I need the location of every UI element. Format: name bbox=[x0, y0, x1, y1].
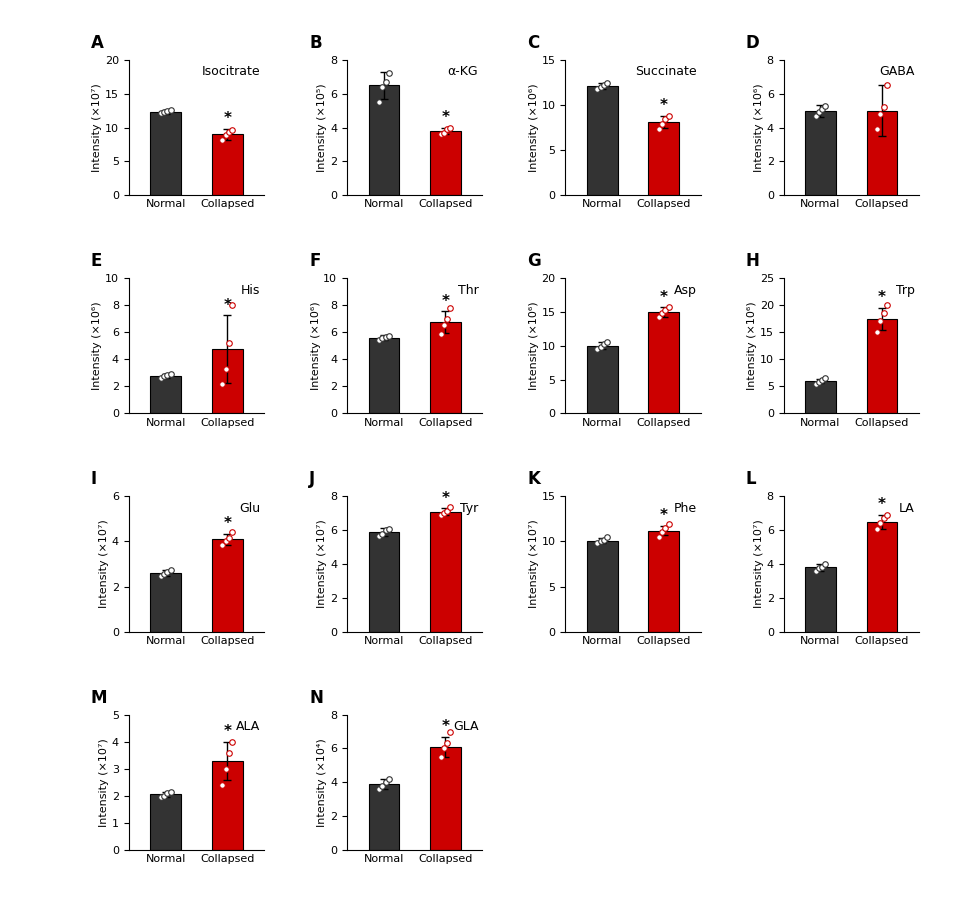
Text: D: D bbox=[745, 34, 759, 51]
Text: K: K bbox=[527, 471, 540, 488]
Y-axis label: Intensity (×10⁷): Intensity (×10⁷) bbox=[99, 738, 109, 827]
Text: His: His bbox=[240, 284, 260, 297]
Text: *: * bbox=[441, 719, 449, 734]
Text: Asp: Asp bbox=[672, 284, 696, 297]
Text: H: H bbox=[745, 252, 759, 270]
Text: *: * bbox=[223, 298, 231, 312]
Bar bbox=[586, 346, 617, 414]
Text: Glu: Glu bbox=[238, 502, 260, 515]
Y-axis label: Intensity (×10⁷): Intensity (×10⁷) bbox=[99, 519, 109, 608]
Text: G: G bbox=[527, 252, 541, 270]
Text: GLA: GLA bbox=[453, 720, 478, 733]
Text: *: * bbox=[659, 289, 667, 304]
Bar bbox=[865, 319, 896, 414]
Y-axis label: Intensity (×10⁶): Intensity (×10⁶) bbox=[746, 301, 756, 390]
Bar bbox=[150, 112, 181, 195]
Y-axis label: Intensity (×10⁶): Intensity (×10⁶) bbox=[753, 84, 764, 172]
Text: *: * bbox=[223, 724, 231, 739]
Bar bbox=[804, 381, 835, 414]
Y-axis label: Intensity (×10⁷): Intensity (×10⁷) bbox=[92, 83, 102, 172]
Y-axis label: Intensity (×10⁷): Intensity (×10⁷) bbox=[528, 519, 538, 608]
Bar bbox=[429, 130, 460, 195]
Bar bbox=[804, 110, 835, 195]
Text: Succinate: Succinate bbox=[635, 65, 696, 78]
Bar bbox=[211, 349, 242, 414]
Text: I: I bbox=[91, 471, 97, 488]
Text: Tyr: Tyr bbox=[459, 502, 478, 515]
Bar bbox=[647, 122, 678, 195]
Bar bbox=[429, 512, 460, 631]
Bar bbox=[150, 573, 181, 631]
Text: *: * bbox=[441, 293, 449, 309]
Bar bbox=[211, 539, 242, 631]
Y-axis label: Intensity (×10⁶): Intensity (×10⁶) bbox=[528, 84, 538, 172]
Text: *: * bbox=[441, 491, 449, 505]
Text: Thr: Thr bbox=[457, 284, 478, 297]
Bar bbox=[368, 532, 399, 631]
Text: B: B bbox=[309, 34, 322, 51]
Text: ALA: ALA bbox=[235, 720, 260, 733]
Text: *: * bbox=[877, 290, 885, 305]
Bar bbox=[150, 795, 181, 850]
Bar bbox=[211, 134, 242, 195]
Text: α-KG: α-KG bbox=[447, 65, 478, 78]
Text: N: N bbox=[309, 688, 323, 707]
Text: Isocitrate: Isocitrate bbox=[202, 65, 260, 78]
Text: A: A bbox=[91, 34, 104, 51]
Y-axis label: Intensity (×10⁷): Intensity (×10⁷) bbox=[317, 519, 328, 608]
Bar bbox=[368, 784, 399, 850]
Text: *: * bbox=[659, 508, 667, 524]
Bar bbox=[429, 747, 460, 850]
Y-axis label: Intensity (×10⁷): Intensity (×10⁷) bbox=[753, 519, 764, 608]
Bar bbox=[647, 312, 678, 414]
Bar bbox=[368, 85, 399, 195]
Text: *: * bbox=[223, 111, 231, 126]
Text: C: C bbox=[527, 34, 539, 51]
Text: LA: LA bbox=[898, 502, 914, 515]
Y-axis label: Intensity (×10⁶): Intensity (×10⁶) bbox=[92, 301, 102, 390]
Text: J: J bbox=[309, 471, 315, 488]
Text: Trp: Trp bbox=[895, 284, 914, 297]
Bar bbox=[586, 540, 617, 631]
Bar bbox=[865, 522, 896, 631]
Text: GABA: GABA bbox=[879, 65, 914, 78]
Y-axis label: Intensity (×10⁵): Intensity (×10⁵) bbox=[317, 84, 328, 172]
Bar bbox=[211, 761, 242, 850]
Bar bbox=[586, 86, 617, 195]
Text: Phe: Phe bbox=[672, 502, 696, 515]
Text: E: E bbox=[91, 252, 102, 270]
Bar bbox=[150, 376, 181, 414]
Bar bbox=[368, 337, 399, 414]
Bar bbox=[804, 567, 835, 631]
Text: *: * bbox=[877, 497, 885, 512]
Y-axis label: Intensity (×10⁶): Intensity (×10⁶) bbox=[310, 301, 320, 390]
Text: *: * bbox=[441, 109, 449, 125]
Text: *: * bbox=[223, 516, 231, 531]
Bar bbox=[429, 322, 460, 414]
Y-axis label: Intensity (×10⁶): Intensity (×10⁶) bbox=[528, 301, 538, 390]
Text: F: F bbox=[309, 252, 320, 270]
Text: *: * bbox=[659, 98, 667, 113]
Bar bbox=[865, 110, 896, 195]
Text: M: M bbox=[91, 688, 108, 707]
Y-axis label: Intensity (×10⁴): Intensity (×10⁴) bbox=[317, 738, 328, 827]
Bar bbox=[647, 530, 678, 631]
Text: L: L bbox=[745, 471, 756, 488]
